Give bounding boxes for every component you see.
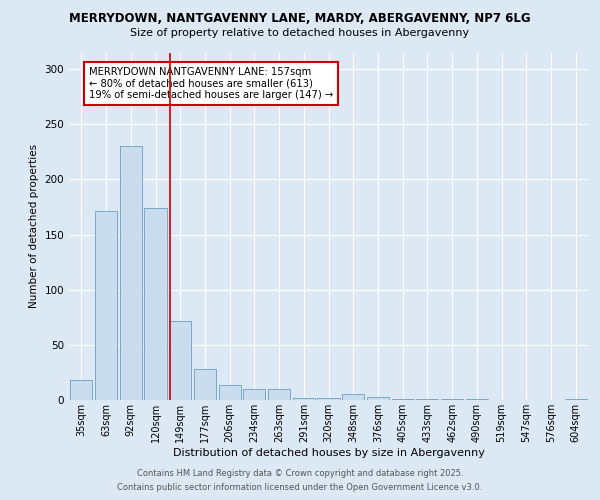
Y-axis label: Number of detached properties: Number of detached properties [29, 144, 39, 308]
Bar [119, 146, 142, 400]
Bar [392, 399, 414, 400]
Bar [466, 399, 488, 400]
Text: Contains public sector information licensed under the Open Government Licence v3: Contains public sector information licen… [118, 484, 482, 492]
Bar [218, 384, 241, 400]
Text: MERRYDOWN NANTGAVENNY LANE: 157sqm
← 80% of detached houses are smaller (613)
19: MERRYDOWN NANTGAVENNY LANE: 157sqm ← 80%… [89, 67, 333, 100]
Bar [342, 394, 364, 400]
Bar [565, 399, 587, 400]
Bar [145, 208, 167, 400]
Bar [268, 389, 290, 400]
Bar [416, 399, 439, 400]
Text: Size of property relative to detached houses in Abergavenny: Size of property relative to detached ho… [130, 28, 470, 38]
Bar [367, 396, 389, 400]
X-axis label: Distribution of detached houses by size in Abergavenny: Distribution of detached houses by size … [173, 448, 484, 458]
Text: MERRYDOWN, NANTGAVENNY LANE, MARDY, ABERGAVENNY, NP7 6LG: MERRYDOWN, NANTGAVENNY LANE, MARDY, ABER… [69, 12, 531, 26]
Bar [194, 369, 216, 400]
Bar [243, 389, 265, 400]
Bar [441, 399, 463, 400]
Bar [169, 320, 191, 400]
Bar [317, 398, 340, 400]
Bar [293, 398, 315, 400]
Bar [70, 380, 92, 400]
Bar [95, 212, 117, 400]
Text: Contains HM Land Registry data © Crown copyright and database right 2025.: Contains HM Land Registry data © Crown c… [137, 468, 463, 477]
